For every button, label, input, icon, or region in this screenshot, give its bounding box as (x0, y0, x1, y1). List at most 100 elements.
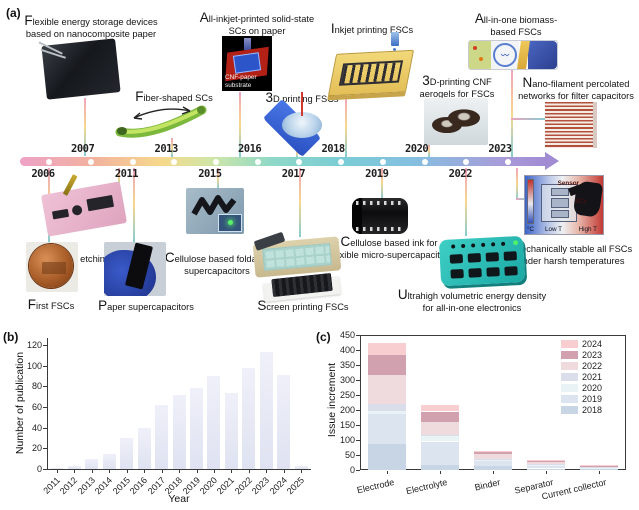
stack-segment-Electrolyte-2022 (420, 422, 459, 435)
panel-b-label: (b) (3, 330, 19, 344)
connector-line (296, 150, 298, 157)
chart-c-legend: 2024 2023 2022 2021 2020 2019 2018 (561, 339, 602, 415)
x-tick (196, 470, 198, 473)
temperature-scale-bar (527, 179, 534, 224)
y-tick (43, 448, 47, 450)
stack-segment-Electrode-2018 (367, 443, 406, 470)
event-caption-aerogels: 3D-printing CNF aerogels for FSCs (419, 73, 495, 99)
fiber-shaped-sc-image (110, 100, 214, 142)
y-tick-label: 80 (31, 381, 42, 392)
chart-b-x-axis (47, 469, 311, 470)
stack-segment-Electrolyte-2019 (420, 441, 459, 465)
cellulose-ink-roll-image (352, 198, 408, 234)
connector-line (465, 168, 467, 236)
x-tick (109, 470, 111, 473)
sc-cell (449, 254, 464, 264)
stack-segment-Separator-2022 (527, 462, 566, 465)
y-tick-label: 150 (339, 420, 355, 430)
laser-etching-image (40, 174, 128, 237)
timeline-dot (254, 158, 261, 165)
x-tick (283, 470, 285, 473)
printer-nozzle-icon (244, 38, 251, 50)
publication-bar-2024 (277, 375, 291, 469)
stack-segment-Electrode-2022 (367, 374, 406, 404)
circuit-block (551, 210, 569, 218)
event-caption-inkjet-printing: Inkjet printing FSCs (330, 21, 414, 36)
y-tick (356, 335, 360, 336)
contact-dots (451, 241, 507, 250)
timeline-dot (379, 158, 386, 165)
unit-label: °C (527, 226, 535, 233)
y-tick (356, 470, 360, 471)
separator-segment: 〰 (491, 41, 519, 69)
connector-line (511, 118, 545, 120)
event-caption-nanocomposite: Flexible energy storage devices based on… (24, 13, 158, 39)
publication-bar-2022 (242, 367, 256, 469)
y-tick (43, 407, 47, 408)
publication-bar-2020 (207, 376, 221, 469)
screen-frame (252, 231, 342, 278)
y-tick (43, 365, 47, 367)
connector-line (118, 168, 120, 188)
legend-entry-2018: 2018 (561, 405, 602, 415)
sensor-label: Sensor (557, 180, 579, 187)
interdigitated-electrodes (338, 60, 404, 86)
biomass-segment (469, 41, 491, 69)
cnf-aerogel-image (424, 98, 488, 145)
stack-segment-Separator-2023 (527, 460, 566, 463)
x-tick (301, 470, 303, 473)
legend-entry-2019: 2019 (561, 394, 602, 404)
stack-segment-Separator-2018 (527, 468, 566, 470)
sc-cell (450, 268, 464, 279)
legend-swatch-2024 (561, 339, 578, 348)
x-tick (386, 471, 388, 474)
stack-segment-Binder-2021 (473, 458, 512, 460)
stack-segment-Binder-2024 (473, 450, 512, 453)
dot (479, 57, 483, 61)
event-caption-all-inkjet: All-inkjet-printed solid-state SCs on pa… (199, 10, 315, 36)
x-tick (439, 471, 441, 474)
connector-line (511, 70, 513, 157)
x-tick (599, 471, 601, 474)
aerogel-ring (448, 109, 480, 127)
connector-line (84, 98, 86, 156)
stack-segment-Electrode-2021 (367, 404, 406, 412)
stack-segment-Binder-2018 (473, 465, 512, 470)
high-t-label: High T (578, 226, 597, 233)
y-tick-label: 50 (344, 450, 355, 460)
x-tick (248, 470, 250, 473)
timeline-year-below: 2022 (448, 168, 473, 180)
chart-b-xlabel: Year (168, 493, 190, 505)
perforation-row (356, 201, 404, 205)
timeline-dot (46, 158, 52, 165)
y-tick-label: 400 (339, 345, 355, 355)
timeline-dot (87, 158, 94, 165)
event-caption-foldable: Cellulose based foldable supercapacitors (164, 250, 270, 276)
stack-segment-Electrolyte-2024 (420, 405, 459, 412)
blue-fabric-segment (528, 41, 557, 69)
y-tick (43, 427, 47, 429)
stack-segment-Separator-2021 (527, 464, 566, 466)
stack-segment-Electrode-2024 (367, 342, 406, 356)
publication-bar-2013 (85, 458, 99, 469)
foldable-supercapacitor-image (186, 188, 244, 234)
x-tick (266, 470, 268, 473)
legend-label: 2018 (582, 404, 603, 415)
stack-segment-Binder-2019 (473, 461, 512, 466)
nano-filament-network-image (545, 102, 597, 148)
legend-label: 2021 (582, 371, 603, 382)
y-tick-label: 100 (26, 360, 42, 371)
stack-segment-Electrolyte-2020 (420, 436, 459, 442)
connector-line (133, 168, 135, 242)
panel-c-label: (c) (316, 330, 331, 344)
x-tick (179, 470, 180, 473)
legend-label: 2023 (582, 349, 603, 360)
chart-b-y-axis (47, 338, 48, 470)
cnf-image-caption: CNF-paper substrate (225, 74, 257, 89)
stack-segment-Electrolyte-2021 (420, 434, 459, 437)
y-tick (43, 345, 47, 346)
biomass-fsc-image: 〰 (468, 40, 558, 70)
stack-segment-Electrode-2020 (367, 411, 406, 414)
etched-circle (71, 204, 83, 217)
